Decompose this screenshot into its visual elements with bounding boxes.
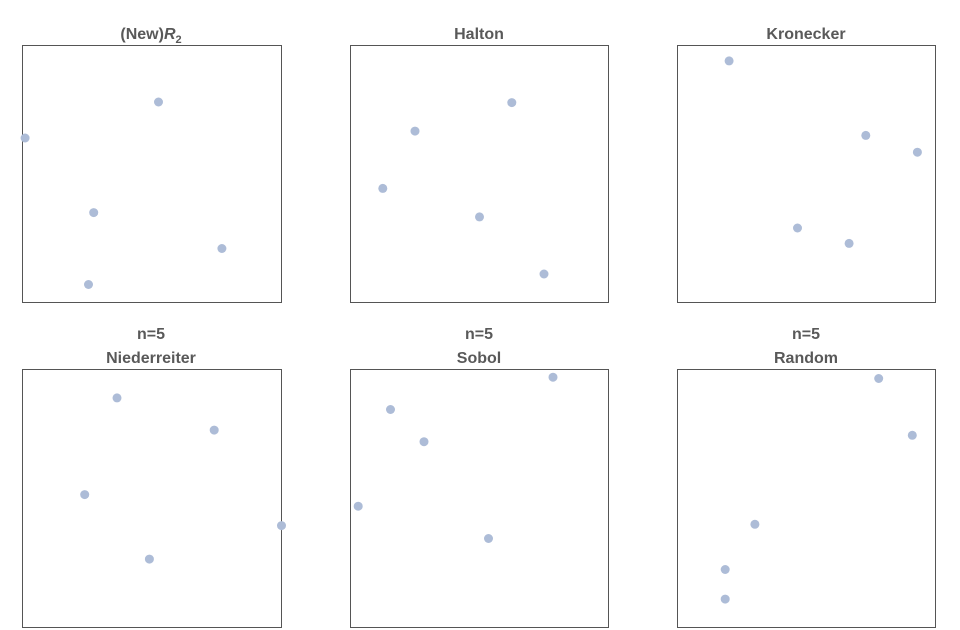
panel-niederreiter: n=5 Niederreiter [22, 326, 286, 628]
plot-frame [350, 45, 609, 303]
data-point [378, 183, 388, 193]
panel-subtitle-random: n=5 [792, 326, 820, 343]
panel-title-random: Random [774, 350, 838, 367]
plot-frame [677, 369, 936, 628]
panel-title-halton: Halton [454, 26, 504, 43]
data-point [475, 212, 484, 222]
points-r2 [20, 97, 227, 289]
panel-r2: (New)R2 [20, 26, 282, 303]
panel-random: n=5 Random [677, 326, 936, 628]
panel-halton: Halton [350, 26, 609, 303]
data-point [507, 98, 517, 108]
panel-title-kronecker: Kronecker [766, 26, 845, 43]
data-point [386, 405, 395, 414]
points-halton [378, 98, 549, 279]
data-point [154, 97, 163, 107]
data-point [419, 437, 429, 447]
data-point [720, 594, 730, 604]
data-point [80, 490, 90, 500]
data-point [277, 521, 286, 531]
data-point [353, 501, 363, 511]
data-point [84, 280, 93, 289]
panel-title-r2: (New)R2 [120, 26, 181, 46]
plot-frame [22, 45, 282, 303]
plot-frame [677, 45, 936, 303]
data-point [144, 554, 154, 564]
panel-subtitle-niederreiter: n=5 [137, 326, 165, 343]
data-point [793, 223, 802, 233]
data-point [874, 374, 884, 383]
points-kronecker [724, 56, 922, 248]
panel-sobol: n=5 Sobol [350, 326, 609, 628]
data-point [209, 425, 219, 435]
data-point [844, 238, 854, 248]
points-sobol [353, 372, 558, 543]
plot-frame [350, 369, 609, 628]
data-point [20, 133, 30, 143]
data-point [861, 130, 871, 140]
data-point [410, 126, 420, 136]
panel-subtitle-sobol: n=5 [465, 326, 493, 343]
points-random [720, 374, 917, 604]
data-point [112, 393, 122, 403]
panel-kronecker: Kronecker [677, 26, 936, 303]
data-point [548, 372, 558, 382]
data-point [539, 269, 549, 279]
data-point [217, 244, 227, 253]
points-niederreiter [80, 393, 286, 564]
data-point [750, 519, 760, 529]
data-point [912, 147, 922, 157]
plot-frame [22, 369, 282, 628]
data-point [720, 565, 730, 574]
panel-title-niederreiter: Niederreiter [106, 350, 196, 367]
data-point [907, 430, 917, 440]
panel-title-sobol: Sobol [457, 350, 501, 367]
data-point [484, 534, 493, 543]
data-point [724, 56, 734, 66]
data-point [89, 208, 99, 218]
